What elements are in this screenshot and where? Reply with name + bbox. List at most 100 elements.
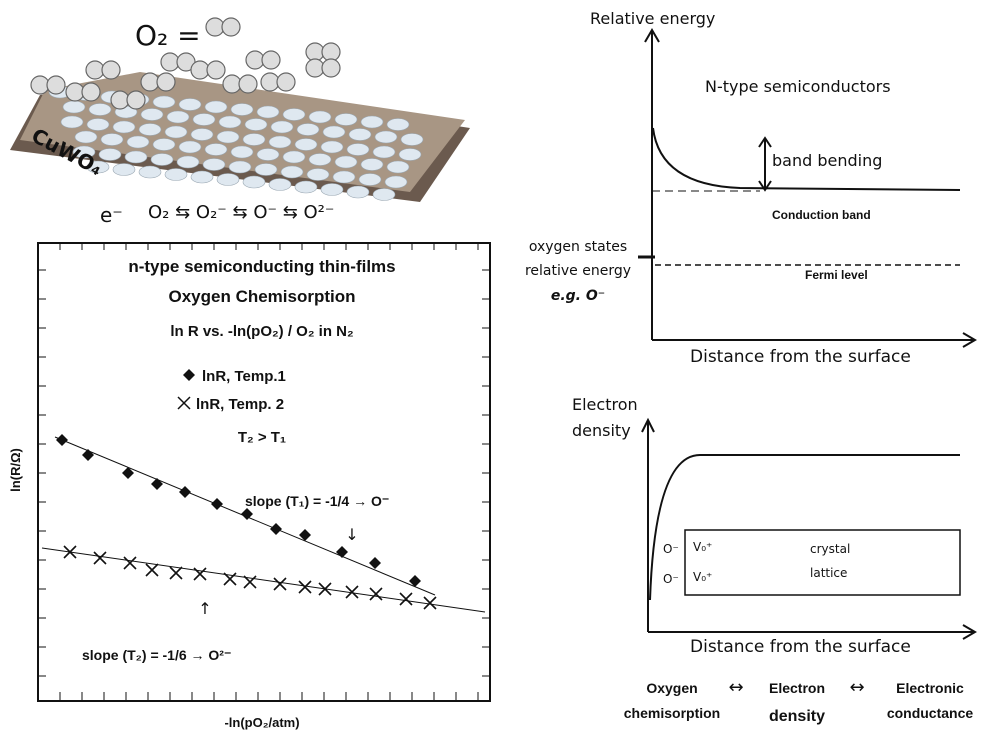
condition: T₂ > T₁ <box>238 429 286 446</box>
molecule <box>111 91 129 109</box>
o2-label: O₂ = <box>135 19 201 52</box>
molecule <box>191 61 209 79</box>
grain <box>385 176 407 188</box>
grain <box>347 186 369 198</box>
grain <box>375 131 397 143</box>
molecule <box>86 61 104 79</box>
grain <box>231 146 253 158</box>
relation-term: chemisorption <box>624 705 720 721</box>
relation-term: density <box>769 708 825 725</box>
grain <box>271 121 293 133</box>
grain <box>219 116 241 128</box>
grain <box>153 139 175 151</box>
grain <box>323 126 345 138</box>
grain <box>399 149 421 161</box>
plot-title: Oxygen Chemisorption <box>168 287 355 306</box>
grain <box>231 104 253 116</box>
x-axis <box>652 333 975 347</box>
grain <box>373 146 395 158</box>
molecule <box>102 61 120 79</box>
vacancy: V₀⁺ <box>693 540 712 554</box>
arrow: ↑ <box>198 599 211 618</box>
grain <box>165 126 187 138</box>
diamond-point <box>369 557 381 569</box>
molecule <box>322 59 340 77</box>
band-bending-label: band bending <box>772 151 882 170</box>
grain <box>347 144 369 156</box>
relation-term: Oxygen <box>646 680 697 696</box>
molecule <box>66 83 84 101</box>
grain <box>191 171 213 183</box>
grain <box>217 174 239 186</box>
grain <box>297 124 319 136</box>
plot-title: ln R vs. -ln(pO₂) / O₂ in N₂ <box>170 323 353 340</box>
grain <box>113 121 135 133</box>
molecule <box>223 75 241 93</box>
points <box>56 434 436 609</box>
molecule <box>141 73 159 91</box>
diamond-point <box>179 486 191 498</box>
surface-species: O⁻ <box>663 572 679 586</box>
grain <box>269 179 291 191</box>
grain <box>113 164 135 176</box>
cross-point <box>370 588 382 600</box>
molecule <box>239 75 257 93</box>
lattice-label: lattice <box>810 566 847 580</box>
plot-title: n-type semiconducting thin-films <box>128 257 395 276</box>
diamond-point <box>151 478 163 490</box>
relation-term: Electron <box>769 680 825 696</box>
grain <box>153 96 175 108</box>
grain <box>359 174 381 186</box>
grain <box>205 144 227 156</box>
y-axis-label: Relative energy <box>590 9 715 28</box>
grain <box>179 99 201 111</box>
y-axis-label: ln(R/Ω) <box>8 448 23 492</box>
grain <box>283 151 305 163</box>
cross-point <box>94 552 106 564</box>
grain <box>61 116 83 128</box>
conduction-band-label: Conduction band <box>772 208 871 222</box>
cross-point <box>146 564 158 576</box>
molecule <box>222 18 240 36</box>
lattice-box <box>685 530 960 595</box>
cross-point <box>64 546 76 558</box>
grain <box>217 131 239 143</box>
y-axis-label: Electron <box>572 395 638 414</box>
x-axis-label: Distance from the surface <box>690 637 911 657</box>
grain <box>307 169 329 181</box>
fermi-level-label: Fermi level <box>805 268 868 282</box>
legend-entry: lnR, Temp.1 <box>202 368 286 385</box>
relation-term: conductance <box>887 705 974 721</box>
grain <box>243 134 265 146</box>
grain <box>87 119 109 131</box>
oxygen-states-label: e.g. O⁻ <box>551 288 605 304</box>
slope-label: slope (T₂) = -1/6 → O²⁻ <box>82 647 231 663</box>
molecule <box>206 18 224 36</box>
grain <box>257 149 279 161</box>
grain <box>335 114 357 126</box>
molecule <box>306 43 324 61</box>
relation-arrow: ↔ <box>728 677 743 698</box>
molecule <box>306 59 324 77</box>
grain <box>335 156 357 168</box>
grain <box>193 114 215 126</box>
relation-arrow: ↔ <box>849 677 864 698</box>
ticks <box>38 243 490 701</box>
grain <box>141 109 163 121</box>
reaction: O₂ ⇆ O₂⁻ ⇆ O⁻ ⇆ O²⁻ <box>148 202 334 223</box>
diamond-point <box>336 546 348 558</box>
grain <box>127 136 149 148</box>
grain <box>283 109 305 121</box>
electron-label: e⁻ <box>100 203 123 227</box>
grain <box>321 141 343 153</box>
grain <box>387 119 409 131</box>
molecule <box>261 73 279 91</box>
diamond-point <box>270 523 282 535</box>
grain <box>309 154 331 166</box>
bending-arrow <box>759 138 771 190</box>
grain <box>361 159 383 171</box>
grain <box>361 116 383 128</box>
grain <box>203 159 225 171</box>
cross-point <box>274 578 286 590</box>
grain <box>245 119 267 131</box>
